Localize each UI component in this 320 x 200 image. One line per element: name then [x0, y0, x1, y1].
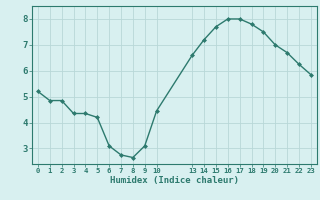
X-axis label: Humidex (Indice chaleur): Humidex (Indice chaleur): [110, 176, 239, 185]
